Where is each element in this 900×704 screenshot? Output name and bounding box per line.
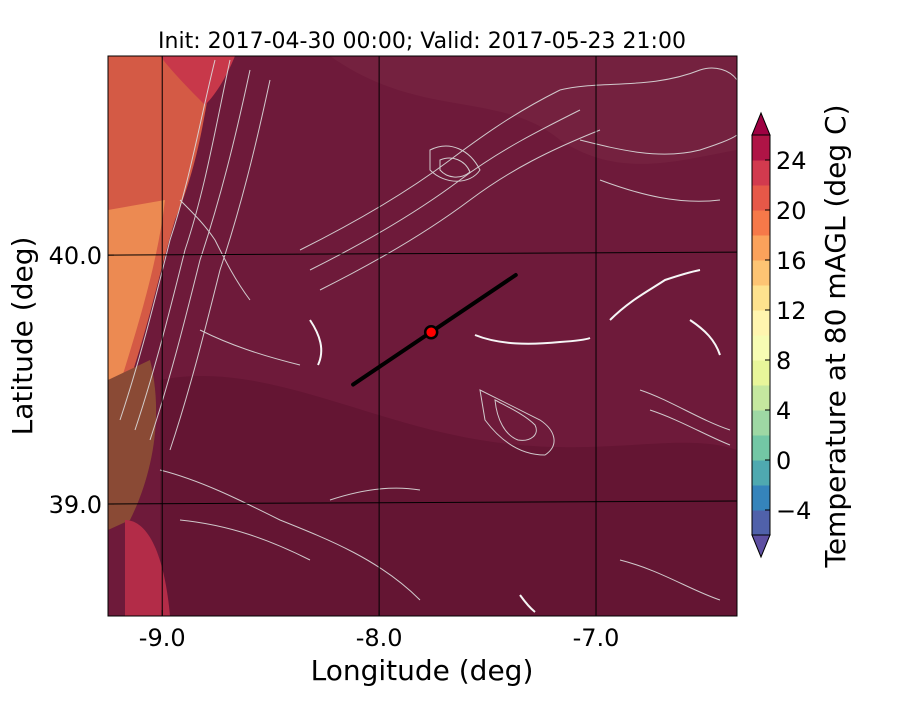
x-axis: -9.0 -8.0 -7.0: [139, 610, 620, 652]
y-tick-label: 39.0: [49, 491, 102, 519]
plot-area: [108, 56, 737, 616]
terrain-contours: [119, 59, 737, 601]
colorbar-tick-label: 0: [776, 447, 791, 475]
plot-frame: [107, 55, 738, 617]
contour-highlights: [309, 269, 721, 613]
colorbar-tick-label: 20: [776, 197, 807, 225]
colorbar-extend-max: [751, 111, 771, 136]
y-tick-label: 40.0: [49, 242, 102, 270]
colorbar-segment: [752, 210, 770, 236]
colorbar-segment: [752, 260, 770, 286]
temperature-field-hot-south: [125, 520, 170, 616]
colorbar-segment: [752, 135, 770, 161]
temperature-field-coast-warm: [108, 200, 165, 392]
x-axis-label: Longitude (deg): [311, 654, 534, 687]
colorbar-segment: [752, 360, 770, 386]
temperature-field-cool: [160, 375, 737, 616]
gridline-y-1: [108, 251, 737, 256]
colorbar-segment: [752, 335, 770, 361]
colorbar-segment: [752, 310, 770, 336]
colorbar-segment: [752, 460, 770, 486]
colorbar-tick-label: 8: [776, 347, 791, 375]
colorbar-tick-label: 12: [776, 297, 807, 325]
gridline-y-0: [108, 500, 737, 505]
colorbar-extend-min: [751, 534, 771, 559]
colorbar-segment: [752, 385, 770, 411]
x-tick-label: -7.0: [573, 624, 620, 652]
colorbar-segment: [752, 410, 770, 436]
colorbar-tick-label: 24: [776, 147, 807, 175]
colorbar-tick-label: 16: [776, 247, 807, 275]
colorbar-segment: [752, 485, 770, 511]
colorbar-segment: [752, 235, 770, 261]
x-tick-label: -8.0: [356, 624, 403, 652]
x-tick-label: -9.0: [139, 624, 186, 652]
colorbar-tick-label: −4: [776, 497, 811, 525]
colorbar-segment: [752, 285, 770, 311]
colorbar-label: Temperature at 80 mAGL (deg C): [819, 104, 852, 568]
colorbar-segment: [752, 435, 770, 461]
colorbar-tick-label: 4: [776, 397, 791, 425]
chart-title: Init: 2017-04-30 00:00; Valid: 2017-05-2…: [158, 29, 686, 54]
colorbar-segment: [752, 510, 770, 536]
colorbar: −4 0 4 8 12 16 20 24: [751, 111, 811, 559]
location-marker: [423, 325, 439, 340]
colorbar-segment: [752, 185, 770, 211]
y-axis-label: Latitude (deg): [6, 237, 39, 436]
colorbar-segment: [752, 160, 770, 186]
temperature-field-hot: [160, 56, 235, 105]
gridlines: [108, 56, 737, 616]
y-axis: 39.0 40.0: [49, 242, 114, 519]
colorbar-frame: [751, 134, 771, 536]
